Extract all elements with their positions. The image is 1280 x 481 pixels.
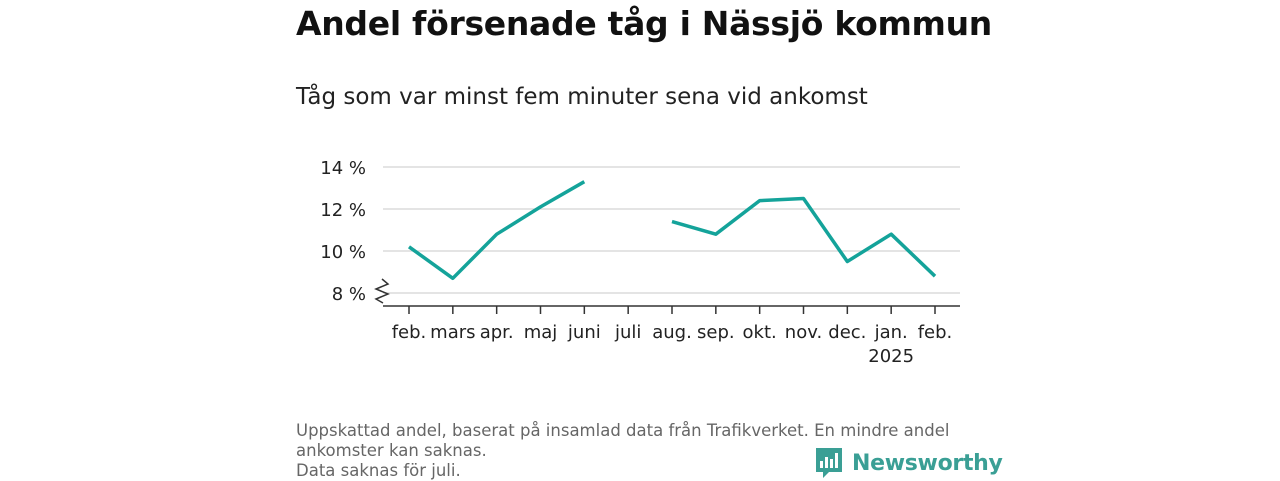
x-tick-label: feb. (918, 322, 953, 343)
x-tick-label: feb. (392, 322, 427, 343)
y-tick-label: 10 % (320, 242, 366, 263)
bar-chart-bubble-icon (816, 448, 842, 478)
axis-break-icon (374, 278, 390, 304)
x-tick-label: okt. (743, 322, 777, 343)
y-axis: 8 % 10 % 12 % 14 % (320, 158, 390, 305)
brand-logo: Newsworthy (814, 446, 1003, 480)
x-tick-label: nov. (785, 322, 822, 343)
x-tick-label: sep. (697, 322, 735, 343)
x-tick-label: jan. (874, 322, 908, 343)
footnote-line: ankomster kan saknas. (296, 441, 487, 460)
brand-name: Newsworthy (852, 450, 1003, 476)
y-tick-label: 12 % (320, 200, 366, 221)
series-lines (407, 180, 937, 281)
x-tick-label: juni (567, 322, 601, 343)
x-tick-label: juli (614, 322, 641, 343)
x-tick-label: maj (524, 322, 558, 343)
y-tick-label: 8 % (332, 284, 366, 305)
footnote-line: Uppskattad andel, baserat på insamlad da… (296, 421, 950, 440)
line-chart: feb. mars apr. maj juni juli aug. sep. okt. nov. d… (320, 158, 960, 367)
gridlines (383, 166, 960, 294)
x-tick-year-label: 2025 (868, 346, 914, 367)
x-axis: feb. mars apr. maj juni juli aug. sep. okt. nov. d… (383, 305, 960, 367)
x-tick-label: apr. (480, 322, 514, 343)
chart-title: Andel försenade tåg i Nässjö kommun (296, 4, 993, 43)
footnote-line: Data saknas för juli. (296, 461, 461, 480)
series-line (407, 180, 586, 281)
series-line (671, 196, 937, 278)
chart-subtitle: Tåg som var minst fem minuter sena vid a… (296, 84, 868, 110)
x-tick-label: mars (430, 322, 475, 343)
y-tick-label: 14 % (320, 158, 366, 179)
footnote: Uppskattad andel, baserat på insamlad da… (296, 421, 996, 481)
x-tick-label: dec. (828, 322, 866, 343)
x-tick-label: aug. (652, 322, 692, 343)
